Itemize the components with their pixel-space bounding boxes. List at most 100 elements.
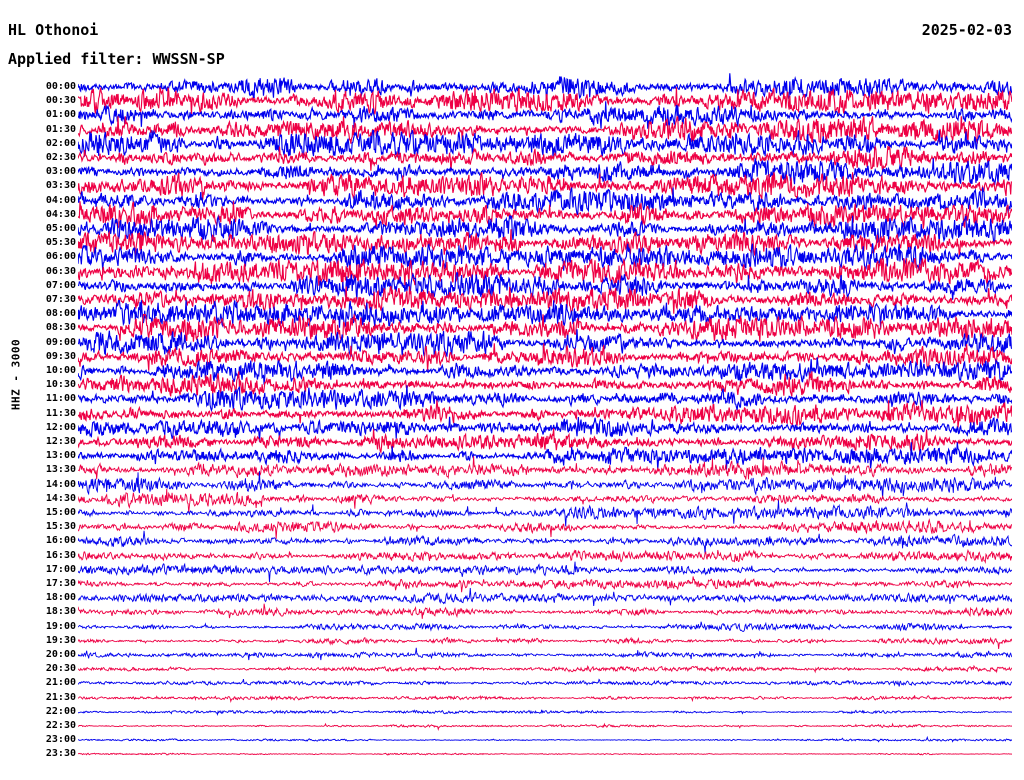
trace-row: 04:30 xyxy=(0,208,1024,222)
trace-row-time-label: 00:00 xyxy=(45,81,76,92)
trace-row-time-label: 11:00 xyxy=(45,393,76,405)
trace-row-time-label: 18:00 xyxy=(45,592,76,604)
trace-row: 23:30 xyxy=(0,747,1024,761)
trace-row-time-label: 01:30 xyxy=(45,123,76,135)
seismic-trace xyxy=(78,613,1012,641)
seismic-trace xyxy=(78,87,1012,115)
seismic-trace xyxy=(78,627,1012,655)
seismic-trace xyxy=(78,357,1012,385)
page-title: HL Othonoi xyxy=(8,21,99,39)
trace-row: 14:00 xyxy=(0,478,1024,492)
seismic-trace xyxy=(78,712,1012,740)
trace-row-time-label: 22:30 xyxy=(45,720,76,731)
trace-row-time-label: 14:30 xyxy=(45,492,76,504)
trace-row-time-label: 21:00 xyxy=(45,677,76,689)
trace-row-time-label: 04:30 xyxy=(45,208,76,220)
seismic-trace xyxy=(78,684,1012,712)
applied-filter-label: Applied filter: WWSSN-SP xyxy=(8,50,225,68)
seismic-trace xyxy=(78,258,1012,286)
trace-row-time-label: 22:00 xyxy=(45,705,76,717)
trace-row: 06:30 xyxy=(0,265,1024,279)
trace-row-time-label: 06:30 xyxy=(45,265,76,277)
trace-row: 19:30 xyxy=(0,634,1024,648)
trace-row-time-label: 17:00 xyxy=(45,563,76,575)
trace-row: 01:30 xyxy=(0,123,1024,137)
trace-row-time-label: 03:30 xyxy=(45,180,76,192)
trace-row-time-label: 13:30 xyxy=(45,464,76,476)
trace-row: 22:00 xyxy=(0,705,1024,719)
record-date: 2025-02-03 xyxy=(921,21,1012,39)
seismic-trace xyxy=(78,116,1012,144)
trace-row: 14:30 xyxy=(0,492,1024,506)
trace-row-time-label: 05:30 xyxy=(45,237,76,249)
trace-row: 20:00 xyxy=(0,648,1024,662)
trace-row: 05:00 xyxy=(0,222,1024,236)
seismic-trace xyxy=(78,669,1012,697)
trace-row-time-label: 23:00 xyxy=(45,734,76,746)
trace-row: 09:00 xyxy=(0,336,1024,350)
seismic-trace xyxy=(78,201,1012,229)
trace-row-time-label: 15:30 xyxy=(45,521,76,533)
trace-row: 18:00 xyxy=(0,591,1024,605)
seismic-trace xyxy=(78,414,1012,442)
seismic-trace xyxy=(78,272,1012,300)
trace-row-time-label: 03:00 xyxy=(45,166,76,178)
seismic-trace xyxy=(78,471,1012,499)
seismic-trace xyxy=(78,584,1012,612)
seismic-trace xyxy=(78,499,1012,527)
trace-row: 18:30 xyxy=(0,605,1024,619)
trace-row-time-label: 20:00 xyxy=(45,649,76,660)
seismic-trace xyxy=(78,314,1012,342)
trace-row-time-label: 13:00 xyxy=(45,450,76,462)
seismic-trace xyxy=(78,329,1012,357)
seismic-trace xyxy=(78,243,1012,271)
trace-row-time-label: 02:30 xyxy=(45,152,76,163)
seismic-trace xyxy=(78,400,1012,428)
trace-row: 16:00 xyxy=(0,534,1024,548)
trace-row-time-label: 04:00 xyxy=(45,194,76,206)
trace-row-time-label: 15:00 xyxy=(45,507,76,518)
trace-row: 01:00 xyxy=(0,108,1024,122)
seismic-trace xyxy=(78,187,1012,215)
trace-row-time-label: 07:00 xyxy=(45,279,76,291)
seismic-trace xyxy=(78,158,1012,186)
trace-row-time-label: 19:00 xyxy=(45,620,76,632)
trace-row: 10:30 xyxy=(0,378,1024,392)
seismic-trace xyxy=(78,73,1012,101)
trace-row: 07:30 xyxy=(0,293,1024,307)
trace-row-time-label: 07:30 xyxy=(45,294,76,305)
seismic-trace xyxy=(78,641,1012,669)
trace-row-time-label: 09:30 xyxy=(45,350,76,362)
trace-row: 17:00 xyxy=(0,563,1024,577)
trace-row-time-label: 23:30 xyxy=(45,748,76,760)
seismic-trace xyxy=(78,513,1012,541)
trace-row-time-label: 16:00 xyxy=(45,535,76,547)
seismic-trace xyxy=(78,726,1012,754)
trace-row-time-label: 21:30 xyxy=(45,691,76,703)
seismic-trace xyxy=(78,740,1012,768)
trace-row: 12:30 xyxy=(0,435,1024,449)
seismic-trace xyxy=(78,527,1012,555)
trace-row: 07:00 xyxy=(0,279,1024,293)
trace-row-time-label: 06:00 xyxy=(45,251,76,263)
seismic-trace xyxy=(78,598,1012,626)
trace-row: 13:00 xyxy=(0,449,1024,463)
trace-row: 08:30 xyxy=(0,321,1024,335)
trace-row: 21:00 xyxy=(0,676,1024,690)
trace-row-time-label: 12:00 xyxy=(45,421,76,433)
trace-row: 03:00 xyxy=(0,165,1024,179)
trace-row-time-label: 12:30 xyxy=(45,436,76,447)
seismic-trace xyxy=(78,442,1012,470)
seismic-trace xyxy=(78,698,1012,726)
seismic-trace xyxy=(78,286,1012,314)
trace-row: 16:30 xyxy=(0,549,1024,563)
trace-row: 20:30 xyxy=(0,662,1024,676)
trace-row: 23:00 xyxy=(0,733,1024,747)
seismic-trace xyxy=(78,371,1012,399)
trace-row: 06:00 xyxy=(0,250,1024,264)
trace-row: 17:30 xyxy=(0,577,1024,591)
trace-row: 11:00 xyxy=(0,392,1024,406)
seismic-trace xyxy=(78,485,1012,513)
trace-row: 22:30 xyxy=(0,719,1024,733)
trace-row-time-label: 01:00 xyxy=(45,109,76,121)
